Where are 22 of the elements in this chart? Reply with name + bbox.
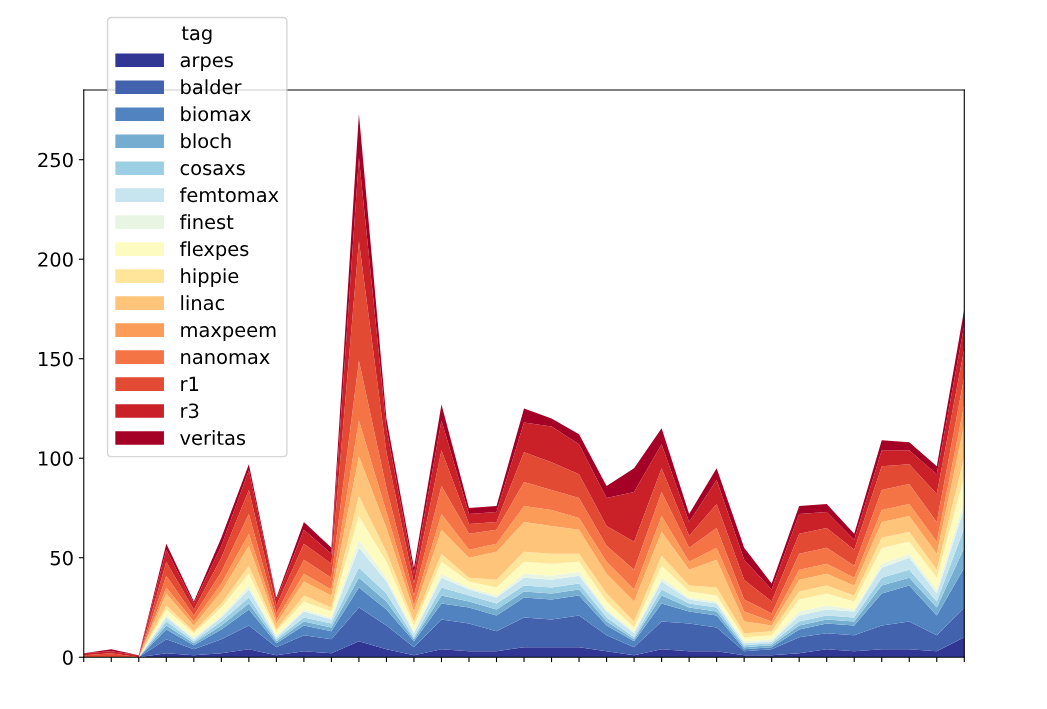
legend-label: arpes: [180, 56, 233, 72]
legend-label: r1: [181, 376, 199, 391]
legend-label: veritas: [180, 430, 246, 446]
y-tick-label: 150: [39, 351, 73, 367]
legend-label: cosaxs: [180, 164, 245, 176]
legend-label: balder: [181, 79, 242, 95]
legend-label: nanomax: [181, 353, 270, 365]
y-tick-label: 0: [62, 650, 73, 665]
legend-label: bloch: [181, 133, 231, 149]
legend-label: maxpeem: [181, 326, 276, 341]
legend-label: linac: [181, 295, 225, 311]
legend-title: tag: [181, 26, 212, 45]
legend-label: biomax: [181, 106, 251, 122]
legend-label: femtomax: [179, 187, 279, 203]
legend-label: finest: [179, 214, 234, 230]
y-tick-label: 250: [38, 152, 73, 168]
y-tick-label: 200: [38, 252, 73, 267]
legend-label: r3: [181, 403, 199, 419]
y-tick-label: 100: [39, 451, 73, 466]
legend-label: hippie: [181, 268, 239, 287]
y-tick-label: 50: [50, 550, 73, 566]
legend-label: flexpes: [179, 241, 249, 260]
